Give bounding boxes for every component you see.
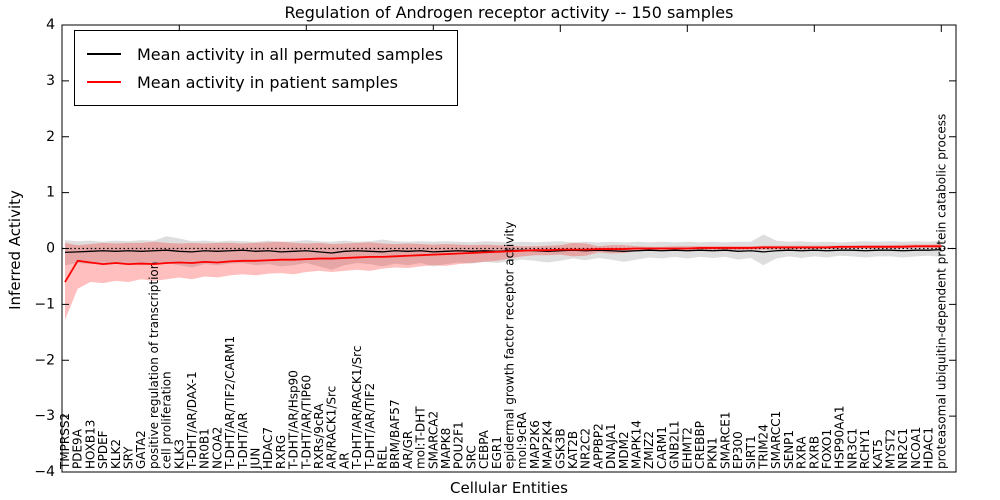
x-tick-label: HSP90AA1 [833, 405, 847, 469]
patient-band [65, 241, 942, 321]
x-tick-label: epidermal growth factor receptor activit… [503, 222, 517, 469]
x-tick-label: AR/RACK1/Src [325, 386, 339, 469]
x-tick-label: AR/GR [401, 431, 415, 469]
x-tick-label: NR2C2 [579, 428, 593, 469]
x-tick-label: HOXB13 [83, 420, 97, 469]
x-tick-label: MAP2K4 [541, 420, 555, 469]
x-tick-label: SMARCA2 [426, 411, 440, 469]
x-tick-label: SMARCC1 [769, 411, 783, 469]
y-tick-label: −1 [34, 296, 55, 312]
x-tick-label: AR [337, 452, 351, 469]
legend-item: Mean activity in patient samples [87, 68, 443, 96]
x-tick-label: T-DHT/AR/RACK1/Src [350, 346, 364, 470]
x-tick-label: mol:T-DHT [414, 406, 428, 469]
x-tick-label: REL [376, 446, 390, 469]
legend: Mean activity in all permuted samples Me… [74, 30, 459, 106]
x-tick-label: PKN1 [706, 437, 720, 469]
x-tick-label: MDM2 [617, 431, 631, 469]
chart-title: Regulation of Androgen receptor activity… [284, 3, 734, 22]
x-tick-label: FOXO1 [820, 429, 834, 469]
y-axis-label: Inferred Activity [6, 190, 24, 310]
x-tick-label: KLK3 [172, 439, 186, 469]
y-tick-label: 1 [46, 185, 55, 201]
y-tick-label: −4 [34, 464, 55, 480]
x-tick-label: T-DHT/AR/TIF2 [363, 383, 377, 470]
legend-line-sample-permuted [87, 53, 121, 55]
x-tick-label: RCHY1 [858, 429, 872, 469]
x-tick-label: PDE9A [71, 428, 85, 469]
x-tick-label: RXRs/9cRA [312, 403, 326, 469]
x-tick-label: T-DHT/AR/TIP60 [299, 375, 313, 470]
x-tick-label: SMARCE1 [718, 411, 732, 469]
legend-label: Mean activity in all permuted samples [137, 44, 444, 64]
x-tick-label: CARM1 [655, 426, 669, 469]
x-tick-label: GATA2 [134, 430, 148, 469]
x-tick-label: HDAC1 [922, 427, 936, 469]
x-tick-label: HDAC7 [261, 427, 275, 469]
x-tick-label: SIRT1 [744, 435, 758, 469]
x-tick-label: ZMIZ2 [642, 431, 656, 469]
x-tick-label: KAT2B [566, 431, 580, 469]
x-tick-label: MYST2 [884, 429, 898, 469]
y-tick-label: −3 [34, 408, 55, 424]
x-tick-label: POU2F1 [452, 421, 466, 469]
x-tick-label: SRY [122, 446, 136, 469]
x-tick-label: TRIM24 [757, 424, 771, 470]
x-tick-label: GSK3B [553, 428, 567, 469]
x-tick-label: EHMT2 [680, 427, 694, 469]
x-tick-label: RXRA [795, 436, 809, 469]
y-tick-label: 3 [46, 73, 55, 89]
x-tick-label: JUN [249, 448, 263, 470]
patient-mean-line [64, 245, 942, 283]
y-tick-label: 0 [46, 241, 55, 257]
legend-line-sample-patient [87, 81, 121, 83]
x-tick-label: T-DHT/AR [236, 412, 250, 470]
x-tick-label: BRM/BAF57 [388, 399, 402, 469]
x-tick-label: SPDEF [96, 430, 110, 469]
x-tick-label: mol:9cRA [515, 412, 529, 469]
x-tick-label: SENP1 [782, 430, 796, 469]
x-tick-label: GNB2L1 [668, 421, 682, 469]
x-tick-label: APPBP2 [591, 423, 605, 469]
y-tick-label: 4 [46, 17, 55, 33]
x-tick-label: SRC [464, 445, 478, 469]
legend-label: Mean activity in patient samples [137, 72, 398, 92]
x-tick-label: NCOA2 [210, 427, 224, 469]
x-tick-label: EGR1 [490, 436, 504, 469]
x-tick-label: KAT5 [871, 439, 885, 469]
x-tick-label: CEBPA [477, 429, 491, 469]
legend-item: Mean activity in all permuted samples [87, 40, 443, 68]
x-tick-label: positive regulation of transcription [147, 262, 161, 469]
x-tick-label: MAPK14 [630, 420, 644, 469]
x-tick-label: T-DHT/AR/TIF2/CARM1 [223, 336, 237, 470]
y-tick-label: 2 [46, 129, 55, 145]
y-tick-label: −2 [34, 352, 55, 368]
x-tick-label: NR0B1 [198, 428, 212, 469]
x-tick-label: DNAJA1 [604, 423, 618, 469]
x-tick-label: NCOA1 [909, 427, 923, 469]
x-tick-label: CREBBP [693, 421, 707, 469]
x-tick-label: MAPK8 [439, 428, 453, 469]
x-tick-label: EP300 [731, 431, 745, 469]
x-tick-label: cell proliferation [160, 371, 174, 469]
x-tick-label: T-DHT/AR/Hsp90 [287, 370, 301, 470]
x-tick-label: MAP2K6 [528, 420, 542, 469]
x-tick-label: KLK2 [109, 439, 123, 469]
x-tick-label: proteasomal ubiquitin-dependent protein … [934, 114, 948, 469]
x-tick-label: RXRB [807, 436, 821, 469]
x-tick-label: T-DHT/AR/DAX-1 [185, 371, 199, 470]
x-axis-label: Cellular Entities [450, 479, 568, 497]
x-tick-label: NR3C1 [845, 428, 859, 469]
x-tick-label: RXRG [274, 435, 288, 469]
x-tick-label: NR2C1 [896, 428, 910, 469]
